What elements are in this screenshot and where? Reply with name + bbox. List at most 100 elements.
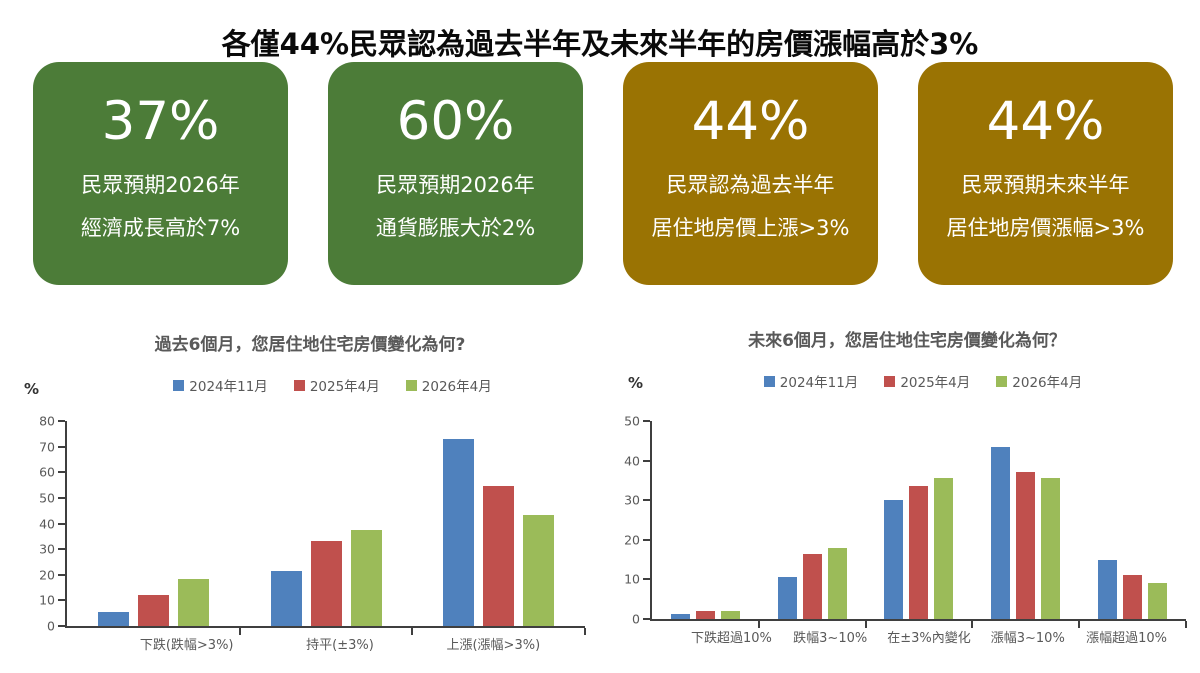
- x-tick-mark: [864, 621, 867, 628]
- stat-value: 60%: [396, 91, 515, 152]
- bar: [777, 577, 797, 619]
- y-tick-mark: [58, 420, 65, 422]
- bar-group: [240, 421, 413, 626]
- y-axis-unit-label: %: [24, 380, 40, 398]
- bar: [310, 541, 342, 626]
- y-tick-label: 20: [624, 532, 640, 548]
- legend-swatch: [763, 375, 775, 387]
- y-tick-mark: [58, 496, 65, 499]
- bar: [483, 486, 515, 626]
- bar: [350, 529, 382, 626]
- stat-caption-line: 居住地房價漲幅>3%: [946, 216, 1145, 240]
- stat-card-gdp: 37% 民眾預期2026年 經濟成長高於7%: [33, 62, 288, 285]
- stat-caption-line: 民眾預期未來半年: [961, 173, 1130, 197]
- category-label: 上漲(漲幅>3%): [446, 638, 541, 653]
- y-tick-mark: [643, 578, 650, 581]
- category-label: 持平(±3%): [306, 638, 374, 653]
- bar: [884, 500, 904, 619]
- bar: [137, 595, 169, 626]
- bar: [934, 478, 954, 619]
- x-tick-mark: [971, 621, 974, 628]
- stat-value: 44%: [691, 91, 810, 152]
- category-label: 下跌超過10%: [690, 631, 772, 646]
- bar: [1098, 559, 1118, 619]
- stat-value: 44%: [986, 91, 1105, 152]
- plot-wrap: 0 10 20 30 40 50 60 70 80 下跌(跌幅>3%) 持平(±3%) 上漲(漲幅>…: [39, 414, 586, 653]
- y-tick-mark: [643, 499, 650, 502]
- y-tick-mark: [58, 522, 65, 525]
- bar: [909, 486, 929, 619]
- x-tick-mark: [411, 628, 414, 635]
- chart-title: 過去6個月，您居住地住宅房價變化為何?: [154, 335, 466, 355]
- legend-swatch: [173, 379, 185, 391]
- legend-item: 2026年4月: [996, 371, 1082, 391]
- bar: [97, 611, 129, 626]
- category-labels: 下跌超過10% 跌幅3~10% 在±3%內變化 漲幅3~10% 漲幅超過10%: [682, 627, 1176, 646]
- chart-past-6-months: 過去6個月，您居住地住宅房價變化為何? % 2024年11月 2025年4月 202…: [20, 328, 600, 653]
- chart-legend: 2024年11月 2025年4月 2026年4月: [65, 375, 600, 395]
- category-label: 漲幅3~10%: [990, 631, 1065, 646]
- legend-item: 2025年4月: [884, 371, 970, 391]
- bar: [827, 547, 847, 619]
- y-tick-label: 0: [47, 618, 55, 634]
- category-label: 跌幅3~10%: [793, 631, 868, 646]
- legend-item: 2024年11月: [173, 375, 268, 395]
- bar: [1148, 583, 1168, 619]
- y-tick-label: 50: [39, 490, 55, 506]
- stat-caption-line: 民眾認為過去半年: [666, 173, 835, 197]
- summary-cards: 37% 民眾預期2026年 經濟成長高於7% 60% 民眾預期2026年 通貨膨…: [33, 62, 1173, 285]
- stat-card-past-price: 44% 民眾認為過去半年 居住地房價上漲>3%: [623, 62, 878, 285]
- bar: [270, 570, 302, 626]
- chart-next-6-months: 未來6個月，您居住地住宅房價變化為何？ % 2024年11月 2025年4月 202…: [618, 324, 1196, 646]
- bar: [695, 610, 715, 619]
- bar: [523, 514, 555, 626]
- stat-caption-line: 民眾預期2026年: [81, 173, 240, 197]
- chart-legend: 2024年11月 2025年4月 2026年4月: [650, 371, 1196, 391]
- stat-caption-line: 通貨膨脹大於2%: [375, 216, 536, 240]
- x-tick-mark: [238, 628, 241, 635]
- page-title: 各僅44%民眾認為過去半年及未來半年的房價漲幅高於3%: [221, 27, 979, 62]
- bar: [443, 438, 475, 626]
- legend-swatch: [996, 375, 1008, 387]
- y-tick-label: 20: [39, 567, 55, 583]
- x-tick-mark: [757, 621, 760, 628]
- category-labels: 下跌(跌幅>3%) 持平(±3%) 上漲(漲幅>3%): [110, 634, 570, 653]
- legend-label: 2026年4月: [421, 379, 492, 395]
- legend-label: 2025年4月: [309, 379, 380, 395]
- legend-label: 2024年11月: [779, 375, 859, 391]
- legend-swatch: [884, 375, 896, 387]
- y-tick-mark: [58, 625, 65, 627]
- y-tick-mark: [58, 548, 65, 551]
- y-tick-mark: [643, 538, 650, 541]
- bar: [1123, 575, 1143, 619]
- stat-caption-line: 民眾預期2026年: [376, 173, 535, 197]
- stat-value: 37%: [101, 91, 220, 152]
- legend-swatch: [405, 379, 417, 391]
- y-tick-mark: [643, 420, 650, 422]
- bar: [720, 610, 740, 619]
- bar: [991, 446, 1011, 619]
- legend-label: 2026年4月: [1012, 375, 1083, 391]
- bar-group: [972, 421, 1079, 619]
- y-tick-mark: [643, 459, 650, 462]
- y-tick-mark: [643, 618, 650, 620]
- y-tick-label: 30: [624, 492, 640, 508]
- legend-item: 2025年4月: [293, 375, 380, 395]
- y-tick-label: 10: [624, 571, 640, 587]
- category-label: 在±3%內變化: [887, 631, 971, 646]
- y-tick-mark: [58, 599, 65, 602]
- stat-card-future-price: 44% 民眾預期未來半年 居住地房價漲幅>3%: [918, 62, 1173, 285]
- bar: [670, 613, 690, 619]
- stat-card-inflation: 60% 民眾預期2026年 通貨膨脹大於2%: [328, 62, 583, 285]
- bar: [802, 553, 822, 619]
- bar: [1016, 472, 1036, 619]
- legend-label: 2025年4月: [900, 375, 971, 391]
- bar-group: [652, 421, 759, 619]
- y-tick-label: 60: [39, 464, 55, 480]
- x-tick-mark: [584, 628, 586, 635]
- plot-area: 0 10 20 30 40 50 60 70 80: [39, 414, 586, 635]
- y-tick-label: 70: [39, 439, 55, 455]
- x-tick-mark: [1185, 621, 1187, 628]
- x-tick-mark: [1078, 621, 1081, 628]
